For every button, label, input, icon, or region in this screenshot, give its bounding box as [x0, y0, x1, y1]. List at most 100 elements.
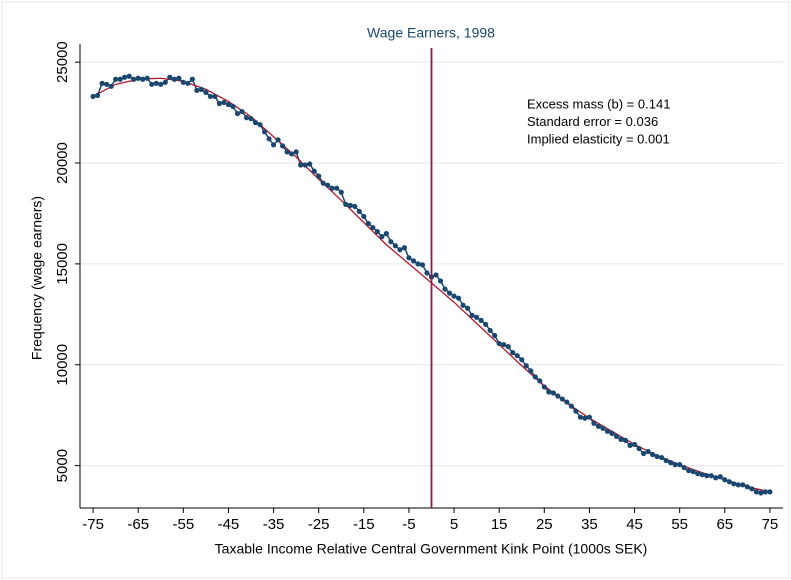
data-point [171, 76, 177, 82]
data-point [207, 93, 214, 100]
data-point [180, 79, 186, 85]
data-point [636, 445, 642, 452]
data-point [460, 302, 466, 308]
y-tick-label: 10000 [54, 344, 71, 386]
data-point [153, 80, 159, 86]
data-point [293, 149, 299, 155]
data-point [446, 290, 453, 296]
data-point [591, 420, 597, 426]
y-tick-label: 25000 [54, 41, 71, 83]
data-point [117, 76, 123, 82]
data-point [483, 321, 489, 328]
data-point [753, 489, 759, 495]
data-point [645, 448, 651, 455]
data-point [419, 262, 426, 268]
data-point [194, 87, 200, 93]
data-point [437, 278, 444, 284]
data-point [126, 73, 132, 79]
data-point [749, 486, 755, 492]
data-point [392, 243, 399, 249]
x-tick-label: 5 [450, 516, 458, 533]
data-point [586, 414, 593, 420]
data-point [627, 442, 633, 449]
data-point [541, 384, 547, 390]
data-point [659, 454, 665, 461]
data-point [582, 415, 588, 421]
data-point [546, 389, 552, 395]
x-tick-label: 55 [671, 516, 688, 533]
data-point [523, 363, 529, 369]
data-point [464, 305, 471, 311]
data-point [613, 433, 620, 439]
x-tick-label: -55 [172, 516, 194, 533]
x-tick-label: -45 [218, 516, 240, 533]
data-point [320, 180, 326, 186]
data-point [496, 340, 502, 347]
x-tick-label: -65 [127, 516, 149, 533]
data-point [663, 457, 669, 464]
data-point [424, 270, 430, 276]
data-point [397, 247, 403, 253]
data-point [505, 343, 511, 350]
data-point [537, 378, 543, 384]
y-tick-label: 15000 [54, 243, 71, 285]
annotation: Excess mass (b) = 0.141 [527, 96, 670, 111]
data-point [239, 108, 245, 115]
data-point [514, 353, 520, 359]
data-point [455, 295, 462, 301]
data-point [708, 473, 714, 479]
data-point [216, 100, 223, 107]
data-point [550, 390, 556, 396]
data-point [740, 482, 746, 488]
data-point [600, 425, 606, 431]
x-tick-label: -15 [353, 516, 375, 533]
annotation: Implied elasticity = 0.001 [527, 131, 670, 146]
data-point [252, 120, 259, 126]
data-point [189, 76, 195, 82]
data-point [144, 75, 150, 81]
data-point [726, 479, 732, 485]
data-point [248, 116, 254, 122]
data-point [401, 245, 408, 251]
data-point [767, 489, 773, 495]
data-point [442, 286, 448, 292]
data-point [744, 484, 750, 490]
data-point [257, 122, 263, 128]
data-point [640, 450, 647, 457]
data-point [307, 161, 313, 167]
data-point [149, 81, 155, 87]
data-point [631, 441, 638, 448]
data-point [266, 136, 272, 142]
data-point [668, 460, 674, 466]
data-point [298, 162, 304, 168]
data-point [230, 103, 236, 110]
x-tick-label: -25 [308, 516, 330, 533]
data-point [487, 327, 493, 334]
data-point [302, 162, 308, 168]
data-point [713, 475, 719, 481]
data-point [722, 477, 728, 483]
data-point [690, 469, 696, 475]
data-point [135, 75, 141, 81]
data-point [234, 110, 241, 117]
data-point [677, 462, 683, 468]
data-point [270, 142, 277, 148]
data-point [275, 137, 281, 143]
data-point [758, 490, 764, 496]
data-point [649, 451, 656, 458]
data-point [717, 474, 723, 480]
data-point [406, 255, 412, 261]
x-tick-label: 25 [536, 516, 553, 533]
data-point [185, 80, 191, 86]
data-point [474, 314, 480, 320]
data-point [695, 471, 701, 477]
data-point [478, 317, 484, 323]
x-tick-label: 65 [716, 516, 733, 533]
data-point [622, 437, 629, 444]
data-point [383, 231, 389, 237]
data-point [352, 203, 358, 209]
data-point [469, 312, 475, 318]
data-point [595, 423, 602, 429]
data-point [162, 79, 168, 85]
